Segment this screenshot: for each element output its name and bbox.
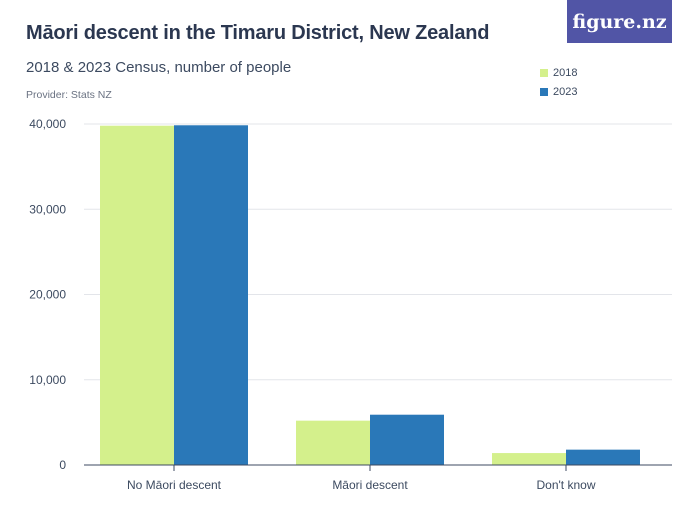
y-tick-label-10000: 10,000 [29, 373, 66, 387]
y-tick-label-40000: 40,000 [29, 117, 66, 131]
x-tick-label-2: Don't know [537, 478, 596, 492]
y-tick-label-30000: 30,000 [29, 202, 66, 216]
bar-2018-1 [296, 420, 370, 465]
x-tick-label-1: Māori descent [332, 478, 408, 492]
chart-title: Māori descent in the Timaru District, Ne… [26, 22, 490, 44]
legend-swatch-2023 [540, 87, 548, 96]
y-tick-label-20000: 20,000 [29, 288, 66, 302]
x-tick-label-0: No Māori descent [127, 478, 222, 492]
y-tick-label-0: 0 [59, 458, 66, 472]
bar-2018-2 [492, 453, 566, 465]
chart-subtitle: 2018 & 2023 Census, number of people [26, 59, 292, 76]
legend: 2018 2023 [540, 63, 577, 101]
legend-label-2018: 2018 [553, 66, 578, 79]
provider-note: Provider: Stats NZ [26, 89, 112, 101]
legend-item-2023: 2023 [540, 82, 577, 101]
figure-nz-logo[interactable]: figure.nz [567, 0, 672, 43]
bar-2023-0 [174, 125, 248, 465]
legend-swatch-2018 [540, 68, 548, 77]
legend-item-2018: 2018 [540, 63, 577, 82]
bar-2018-0 [100, 125, 174, 465]
legend-label-2023: 2023 [553, 85, 578, 98]
bar-2023-2 [566, 449, 640, 465]
bar-2023-1 [370, 414, 444, 465]
